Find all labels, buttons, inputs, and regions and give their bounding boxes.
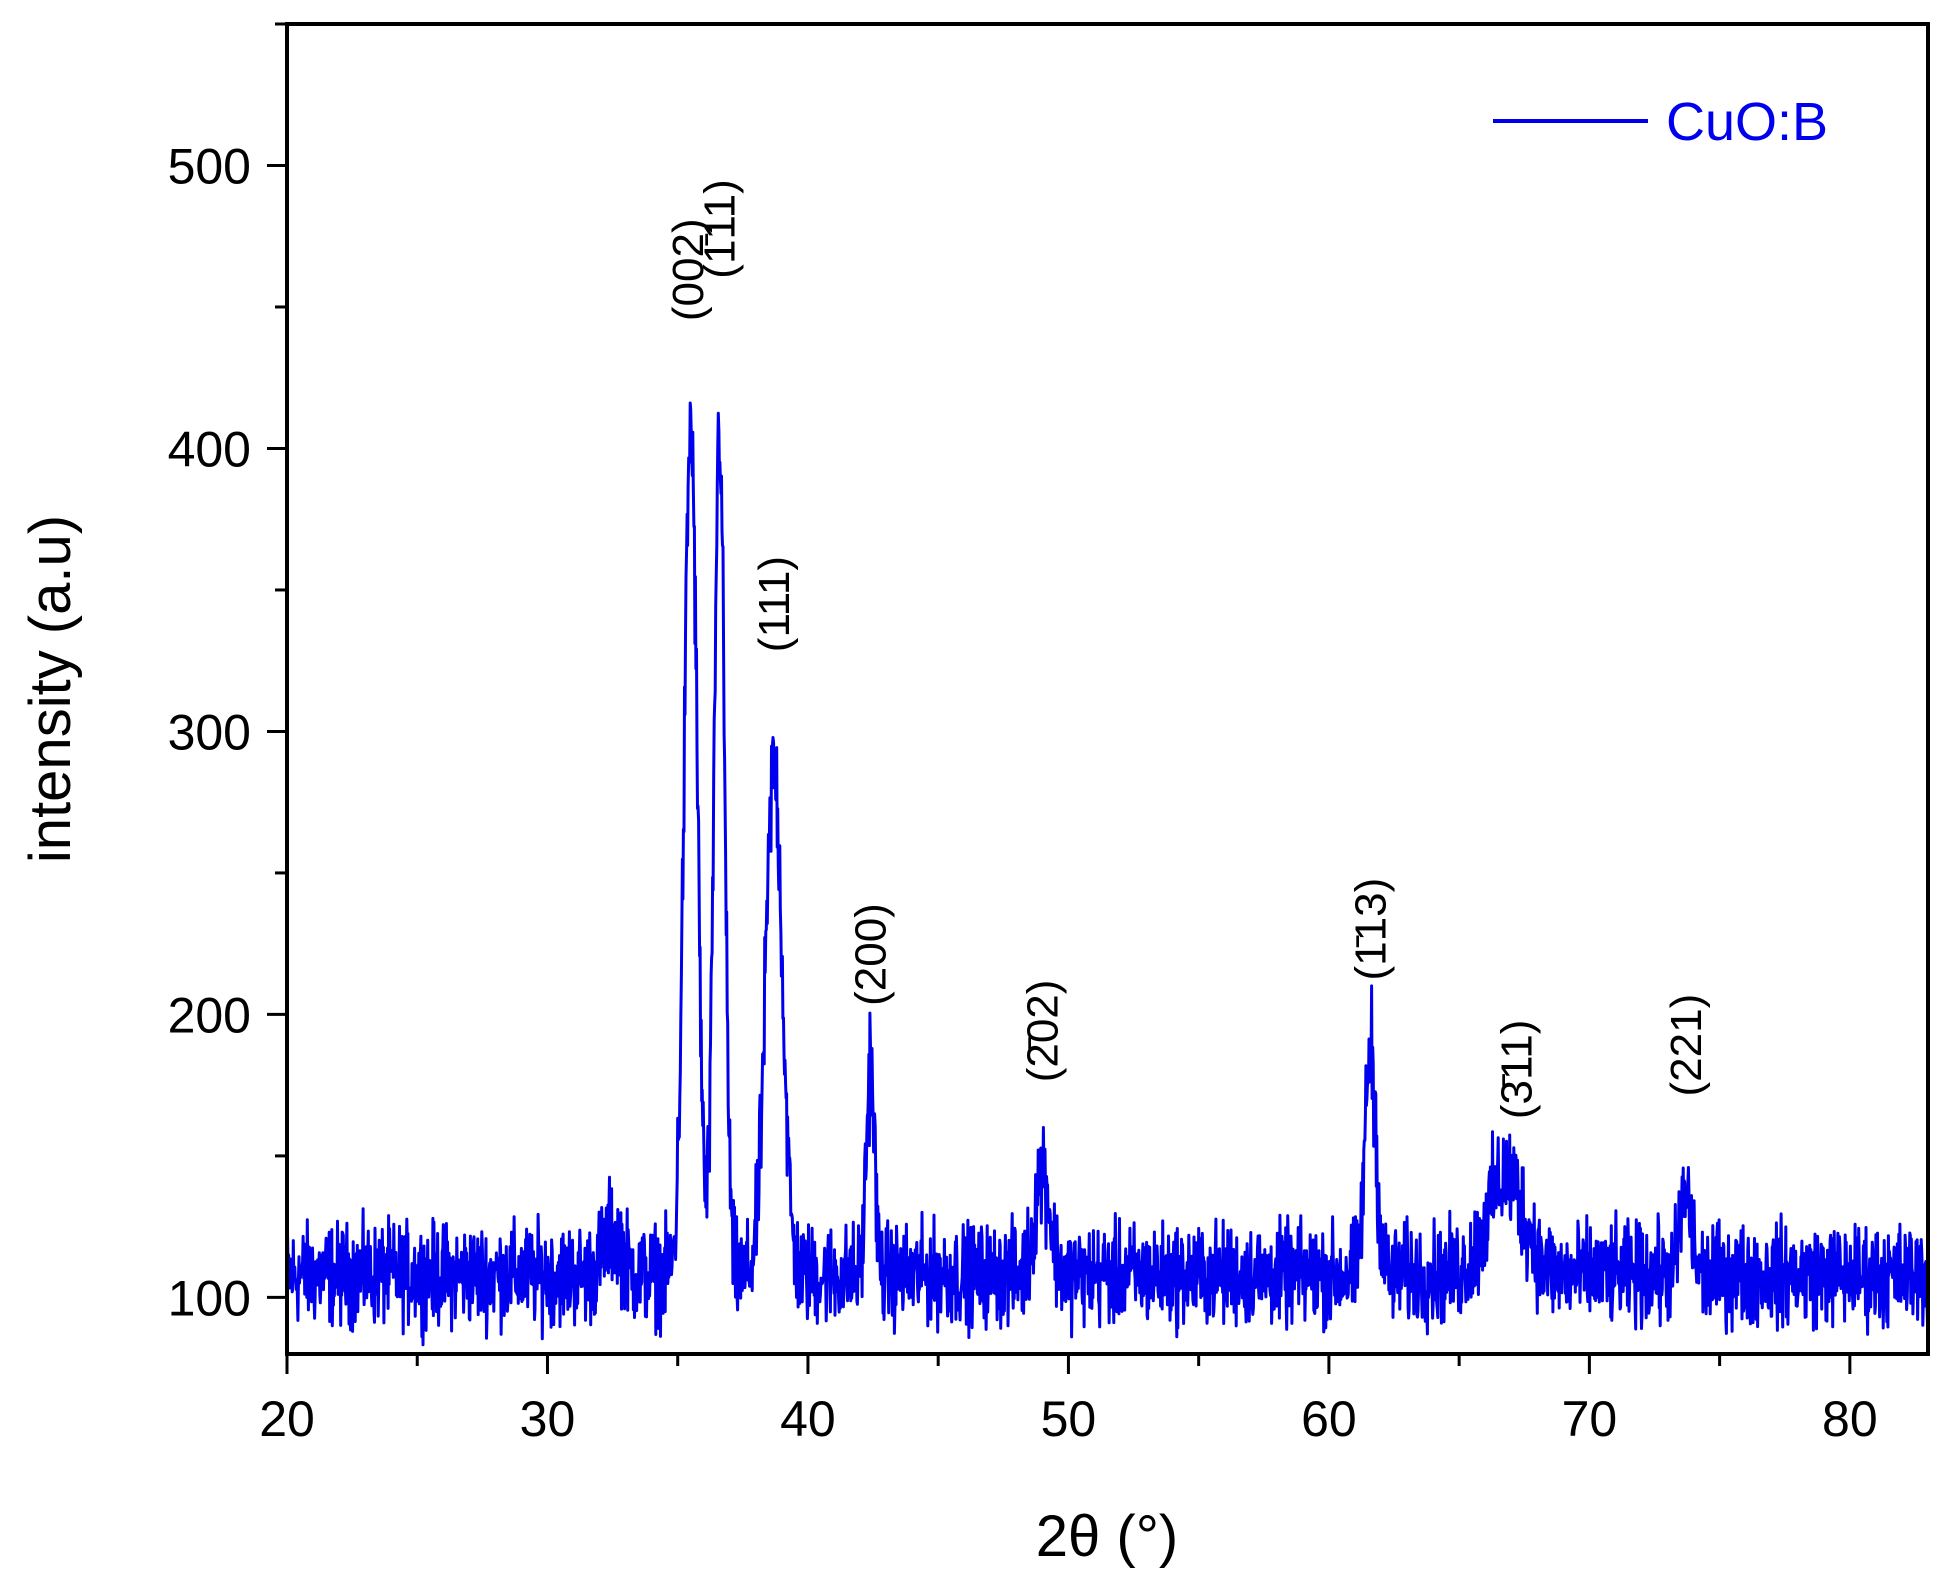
x-tick-label: 30: [520, 1391, 576, 1447]
peak-label: (1̄13): [1347, 878, 1396, 981]
y-tick-label: 300: [168, 704, 251, 760]
legend-label-cuo-b: CuO:B: [1666, 92, 1828, 152]
y-axis-title: intensity (a.u): [18, 515, 83, 863]
peak-label: (1̄11): [695, 179, 744, 278]
peak-label: (2̄02): [1018, 980, 1067, 1083]
peak-label: (221): [1662, 994, 1711, 1097]
peak-annotations: (002)(1̄11) (111) (200) (2̄02) (1̄13) (3̄11) (…: [664, 179, 1711, 1119]
x-tick-label: 70: [1562, 1391, 1618, 1447]
peak-label: (3̄11): [1492, 1020, 1541, 1119]
y-tick-label: 500: [168, 138, 251, 194]
x-tick-label: 40: [780, 1391, 836, 1447]
peak-label: (002): [664, 218, 713, 321]
y-tick-label: 100: [168, 1270, 251, 1326]
y-axis: 100 200 300 400 500: [168, 22, 287, 1326]
series-line-cuo-b: [287, 401, 1928, 1347]
peak-label: (200): [847, 903, 896, 1006]
y-tick-label: 400: [168, 421, 251, 477]
series-layer: [287, 401, 1928, 1347]
plot-frame: [285, 22, 1930, 1356]
x-tick-label: 80: [1822, 1391, 1878, 1447]
peak-label: (111): [750, 556, 799, 652]
x-tick-label: 50: [1041, 1391, 1097, 1447]
x-axis: 20 30 40 50 60 70 80: [259, 1354, 1878, 1447]
y-tick-label: 200: [168, 987, 251, 1043]
x-axis-title: 2θ (°): [1036, 1504, 1178, 1569]
legend: CuO:B: [1493, 92, 1828, 152]
x-tick-label: 60: [1301, 1391, 1357, 1447]
x-tick-label: 20: [259, 1391, 315, 1447]
